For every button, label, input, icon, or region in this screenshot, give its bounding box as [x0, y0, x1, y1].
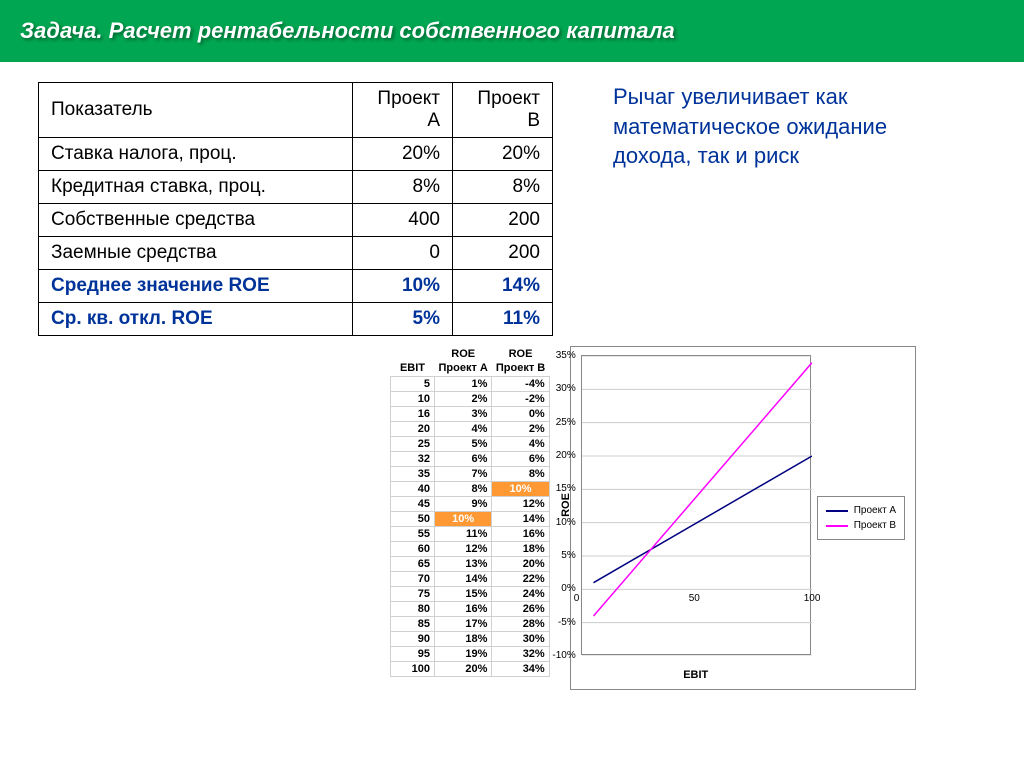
- chart-plot: ROE -10%-5%0%5%10%15%20%25%30%35%050100: [581, 355, 811, 655]
- chart-container: ROE -10%-5%0%5%10%15%20%25%30%35%050100 …: [570, 346, 916, 690]
- chart-legend: Проект АПроект В: [817, 496, 905, 540]
- chart-xlabel: EBIT: [683, 669, 708, 681]
- page-title: Задача. Расчет рентабельности собственно…: [0, 0, 1024, 62]
- roe-table: ROEROEEBITПроект АПроект В51%-4%102%-2%1…: [390, 346, 550, 677]
- sidenote: Рычаг увеличивает как математическое ожи…: [613, 82, 943, 171]
- main-table: ПоказательПроект АПроект ВСтавка налога,…: [38, 82, 553, 336]
- chart-ylabel: ROE: [560, 493, 572, 517]
